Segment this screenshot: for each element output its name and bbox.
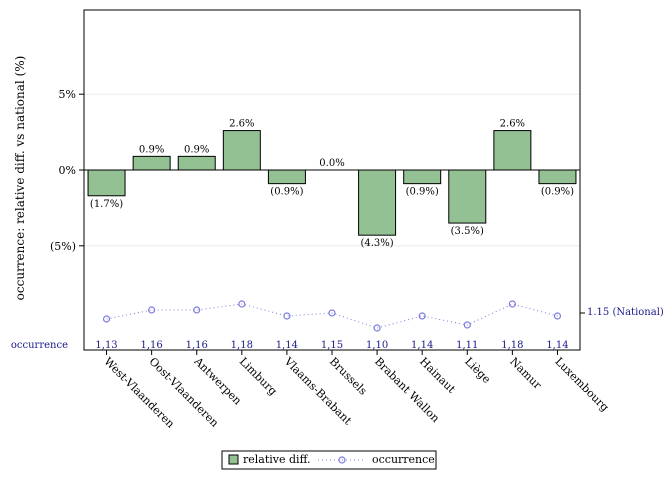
occurrence-value-label: 1,14 [276, 340, 298, 351]
occurrence-value-label: 1,10 [366, 340, 388, 351]
x-category-label: Hainaut [417, 355, 458, 396]
bar-data-label: (0.9%) [270, 187, 303, 198]
occurrence-value-label: 1,14 [411, 340, 433, 351]
bar [538, 169, 577, 185]
legend-line-marker [338, 456, 346, 464]
bars [87, 130, 577, 236]
bar-data-label: 0.9% [139, 144, 164, 155]
bar-data-label: 0.9% [184, 144, 209, 155]
occurrence-series-line [106, 303, 558, 329]
bar [177, 155, 216, 171]
occurrence-value-label: 1,16 [141, 340, 163, 351]
occurrence-value-label: 1,18 [501, 340, 523, 351]
occurrence-point [418, 312, 426, 320]
legend-bar-label: relative diff. [243, 453, 310, 466]
bar [403, 169, 442, 185]
occurrence-value-label: 1,14 [546, 340, 568, 351]
y-axis-label: occurrence: relative diff. vs national (… [13, 56, 27, 301]
x-category-label: Brussels [327, 355, 370, 398]
bar [132, 155, 171, 171]
bar-data-label: (4.3%) [360, 238, 393, 249]
bar [267, 169, 306, 185]
legend-bar-swatch [228, 454, 239, 465]
bar-data-label: 0.0% [319, 158, 344, 169]
bar-data-label: 2.6% [500, 119, 525, 130]
occurrence-labels: 1,13 1,16 1,16 1,18 1,14 1,15 1,10 1,14 1,11 1,18… [95, 340, 568, 351]
legend: relative diff. occurrence [221, 450, 437, 470]
bar-labels: (1.7%) 0.9% 0.9% 2.6% (0.9%) 0.0% (4.3%) (0.9%)… [90, 119, 574, 250]
occurrence-value-label: 1,18 [231, 340, 253, 351]
legend-frame [221, 450, 437, 470]
bar-data-label: (0.9%) [406, 187, 439, 198]
occurrence-value-label: 1,16 [186, 340, 208, 351]
bar-data-label: (1.7%) [90, 199, 123, 210]
occurrence-point [463, 321, 471, 329]
occurrence-value-label: 1,13 [95, 340, 117, 351]
occurrence-value-label: 1,15 [321, 340, 343, 351]
occurrence-point [283, 312, 291, 320]
occurrence-point [238, 300, 246, 308]
occurrence-point [553, 312, 562, 320]
y-ticks: 5% 0% (5%) [50, 88, 84, 253]
x-category-label: Namur [507, 355, 544, 392]
occurrence-value-label: 1,11 [456, 340, 478, 351]
x-category-label: Liège [462, 355, 493, 386]
occurrence-row-label: occurrence [11, 340, 68, 351]
bar-data-label: 2.6% [229, 119, 254, 130]
plot-frame [83, 9, 581, 351]
bar-data-label: (3.5%) [451, 226, 484, 237]
y-tick-label: (5%) [50, 240, 76, 253]
bar [87, 169, 126, 197]
category-labels: West-VlaanderenOost-VlaanderenAntwerpenL… [101, 354, 611, 430]
occurrence-line [102, 300, 562, 332]
occurrence-point [373, 324, 381, 332]
axes [83, 9, 585, 355]
bar-data-label: (0.9%) [541, 187, 574, 198]
occurrence-point [193, 306, 201, 314]
occurrence-point [328, 309, 336, 317]
occurrence-point [508, 300, 516, 308]
occurrence-point [102, 315, 111, 323]
y-tick-label: 0% [59, 164, 76, 177]
bar [222, 130, 261, 171]
legend-line-label: occurrence [372, 453, 435, 466]
x-category-label: Luxembourg [552, 355, 611, 414]
x-category-label: Limburg [237, 355, 280, 398]
national-label: 1.15 (National) [587, 307, 664, 318]
occurrence-point [148, 306, 156, 314]
grid-lines [84, 93, 580, 247]
bar [448, 169, 487, 224]
y-tick-label: 5% [59, 88, 76, 101]
bar [358, 169, 397, 236]
bar [493, 130, 532, 171]
